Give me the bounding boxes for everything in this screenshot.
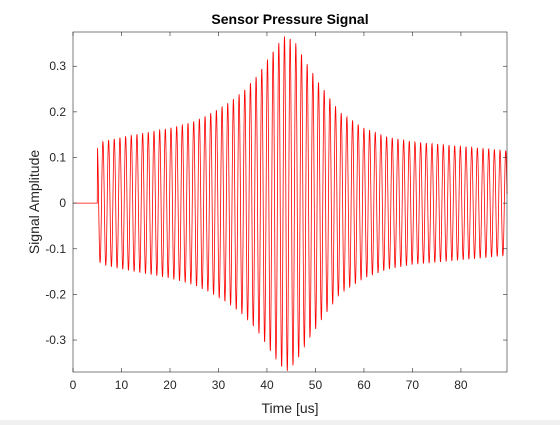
- x-tick-label: 20: [163, 378, 177, 392]
- x-tick-label: 10: [115, 378, 129, 392]
- y-tick-label: 0: [59, 196, 66, 210]
- x-tick-label: 80: [454, 378, 468, 392]
- y-tick-label: 0.1: [49, 151, 66, 165]
- chart-title: Sensor Pressure Signal: [211, 11, 368, 27]
- signal-line: [73, 36, 508, 372]
- ticks-layer: 0 10 20 30 40 50 60 70 80 -0.3 -0.2 -0.1 0 0.1 0.2 0.3: [45, 32, 507, 392]
- y-tick-label: -0.3: [45, 333, 66, 347]
- x-tick-label: 50: [309, 378, 323, 392]
- x-tick-label: 60: [357, 378, 371, 392]
- plot-area: [73, 32, 507, 372]
- signal-layer: [73, 36, 508, 372]
- x-tick-label: 40: [260, 378, 274, 392]
- y-axis-label: Signal Amplitude: [26, 150, 42, 255]
- x-axis-label: Time [us]: [261, 400, 318, 416]
- y-tick-label: -0.1: [45, 242, 66, 256]
- x-tick-label: 0: [70, 378, 77, 392]
- axes-box: [72, 31, 508, 373]
- y-tick-label: -0.2: [45, 287, 66, 301]
- x-tick-label: 70: [406, 378, 420, 392]
- x-tick-label: 30: [212, 378, 226, 392]
- y-tick-label: 0.3: [49, 59, 66, 73]
- y-tick-label: 0.2: [49, 105, 66, 119]
